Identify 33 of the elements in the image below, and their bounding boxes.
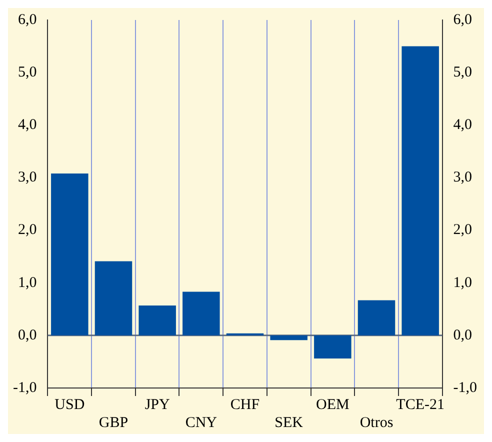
y2-tick-label: 6,0 [453, 12, 472, 28]
y2-tick-label: -1,0 [453, 380, 478, 396]
x-tick-label: Otros [360, 414, 394, 431]
bar [94, 261, 132, 336]
y2-tick-label: 4,0 [453, 117, 472, 134]
x-tick-label: CNY [185, 414, 218, 431]
y-tick-label: 0,0 [18, 327, 37, 344]
y-tick-label: 6,0 [18, 12, 37, 28]
y2-tick-label: 1,0 [453, 274, 472, 291]
y2-tick-label: 2,0 [453, 222, 472, 238]
bar [182, 292, 220, 336]
y-tick-label: 3,0 [18, 170, 37, 186]
x-tick-label: CHF [230, 396, 260, 413]
bar [402, 46, 439, 336]
y-tick-label: 5,0 [18, 64, 37, 81]
y-tick-label: 1,0 [18, 274, 37, 291]
x-tick-label: JPY [144, 396, 170, 413]
bar [138, 305, 176, 336]
x-tick-label: OEM [316, 396, 350, 413]
x-tick-label: USD [54, 396, 85, 413]
x-tick-label: SEK [274, 414, 304, 431]
x-tick-label: GBP [98, 414, 128, 431]
y2-tick-label: 3,0 [453, 170, 472, 186]
bar [314, 335, 352, 359]
y-tick-label: 4,0 [18, 117, 37, 134]
x-tick-label: TCE-21 [396, 396, 444, 413]
bar [358, 300, 396, 336]
y-tick-label: -1,0 [12, 380, 37, 396]
y2-tick-label: 0,0 [453, 327, 472, 344]
y-tick-label: 2,0 [18, 222, 37, 238]
y2-tick-label: 5,0 [453, 64, 472, 81]
bar [270, 335, 308, 340]
bar [51, 174, 88, 336]
